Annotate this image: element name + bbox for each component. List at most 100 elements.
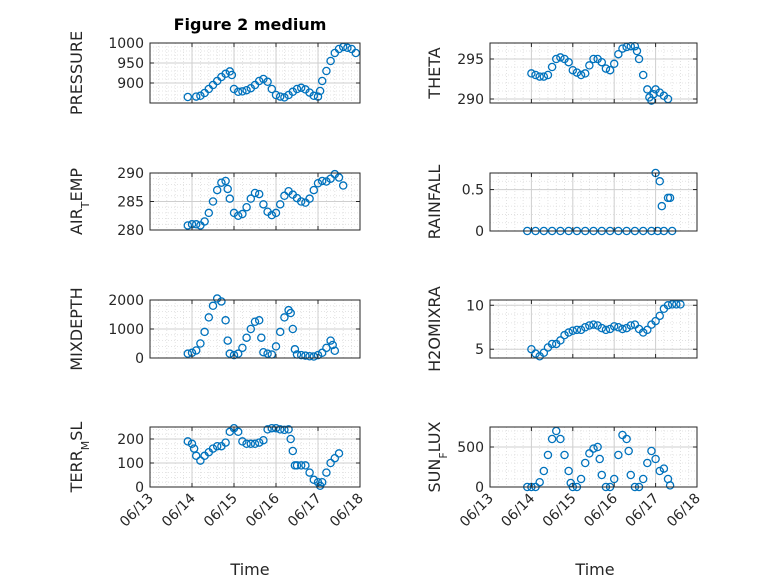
axes-box — [149, 426, 361, 488]
data-point — [543, 70, 553, 80]
y-axis-label: H2OMIXRA — [425, 286, 444, 372]
data-point — [221, 438, 230, 447]
plot-area — [150, 43, 360, 103]
data-point — [651, 454, 660, 464]
data-point — [560, 450, 569, 460]
data-point — [204, 313, 214, 322]
data-point — [531, 349, 540, 358]
y-tick-label: 5 — [475, 342, 484, 358]
data-point — [576, 474, 586, 484]
data-point — [191, 92, 201, 101]
plot-area — [150, 427, 360, 487]
data-point — [657, 201, 667, 211]
data-point — [208, 301, 218, 311]
data-point — [539, 348, 549, 357]
data-point — [638, 70, 648, 80]
data-point — [601, 64, 611, 73]
data-point — [564, 57, 573, 67]
data-point — [238, 87, 247, 96]
y-tick-label: 1000 — [108, 36, 144, 52]
data-point — [326, 56, 335, 66]
y-axis-label-main: RAINFALL — [425, 165, 444, 240]
data-point — [334, 449, 344, 458]
data-point — [286, 434, 295, 444]
data-point — [597, 57, 607, 67]
data-point — [238, 209, 247, 219]
data-point — [221, 316, 230, 325]
data-point — [585, 449, 594, 458]
data-point — [643, 325, 652, 335]
data-point — [288, 446, 298, 456]
data-point — [275, 327, 285, 337]
data-point — [254, 189, 264, 199]
data-point — [597, 323, 607, 333]
data-point — [330, 346, 340, 355]
data-point — [229, 84, 239, 94]
data-point — [597, 470, 607, 480]
data-point — [254, 316, 264, 325]
data-point — [246, 324, 256, 334]
data-point — [284, 425, 293, 434]
data-point — [317, 176, 327, 186]
data-point — [580, 458, 590, 468]
data-point — [326, 336, 335, 345]
data-point — [556, 434, 565, 444]
data-point — [259, 435, 268, 445]
data-point — [275, 425, 285, 434]
data-point — [280, 313, 289, 322]
plot-area — [490, 43, 697, 103]
data-point — [200, 327, 209, 337]
data-point — [580, 69, 590, 78]
subplot-5: 0 1000 2000 MIXDEPTH — [67, 287, 361, 371]
data-point — [217, 297, 226, 306]
data-point — [317, 348, 327, 358]
data-point — [217, 178, 226, 187]
data-point — [212, 441, 222, 451]
data-point — [593, 321, 602, 330]
y-axis-label: SUNFLUX — [425, 421, 450, 492]
y-axis-label-sub: F — [437, 452, 450, 458]
data-point — [271, 208, 281, 218]
data-point — [585, 61, 594, 70]
data-point — [290, 345, 300, 354]
data-point — [233, 87, 243, 97]
y-axis-label: TERRMSL — [67, 422, 92, 494]
data-point — [672, 300, 681, 309]
data-point — [647, 446, 656, 456]
data-point — [618, 324, 627, 334]
data-point — [191, 346, 201, 355]
data-point — [643, 85, 652, 94]
y-axis-label-main: PRESSURE — [67, 31, 86, 115]
data-point — [609, 59, 619, 69]
data-point — [638, 474, 648, 484]
data-point — [547, 62, 557, 72]
data-point — [638, 328, 648, 337]
data-point — [568, 65, 578, 75]
data-point — [263, 425, 272, 434]
data-point — [622, 434, 631, 444]
axes-box — [489, 42, 698, 104]
y-axis-label: PRESSURE — [67, 31, 86, 115]
data-point — [233, 349, 243, 358]
data-point — [263, 349, 272, 358]
data-point — [330, 453, 340, 463]
y-tick-label: 285 — [117, 195, 144, 211]
data-point — [632, 46, 642, 56]
data-point — [643, 458, 652, 468]
data-point — [221, 176, 230, 186]
data-point — [296, 83, 306, 93]
data-point — [313, 179, 323, 188]
data-point — [259, 200, 268, 209]
y-tick-label: 500 — [457, 440, 484, 456]
data-point — [229, 350, 239, 360]
data-point — [292, 461, 302, 470]
data-point — [328, 340, 337, 350]
data-point — [317, 477, 327, 487]
y-tick-label: 200 — [117, 432, 144, 448]
data-point — [221, 69, 230, 79]
y-tick-label: 0 — [135, 351, 144, 367]
data-point — [208, 444, 218, 453]
data-point — [543, 450, 553, 460]
